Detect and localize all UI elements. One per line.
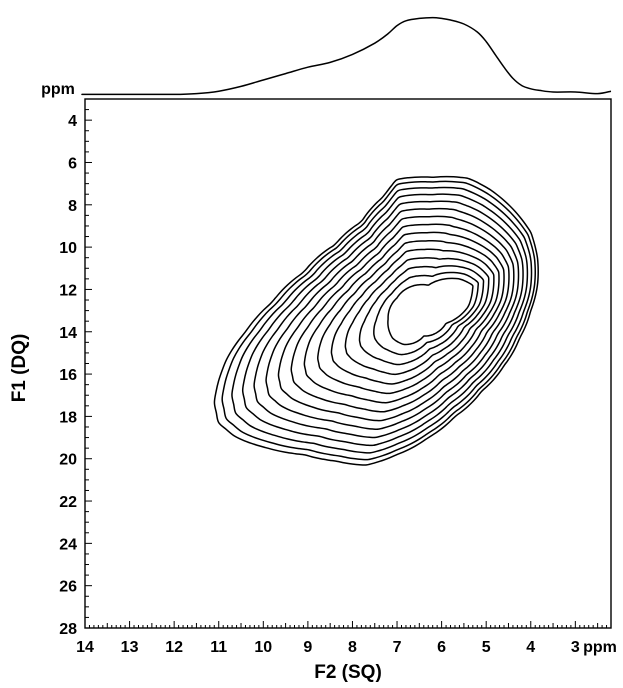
contour-level-13 — [358, 265, 485, 366]
y-tick-label: 12 — [59, 282, 77, 299]
x-tick-label: 8 — [348, 639, 357, 656]
contour-level-7 — [277, 215, 515, 422]
x-axis: ppm F2 (SQ) 14 13 12 11 10 9 8 7 6 5 4 3 — [76, 621, 617, 683]
y-tick-label: 18 — [59, 409, 77, 426]
x-tick-label: 13 — [121, 639, 139, 656]
y-tick-label: 16 — [59, 367, 77, 384]
y-tick-label: 14 — [59, 325, 77, 342]
x-tick-label: 14 — [76, 639, 94, 656]
y-tick-label: 22 — [59, 494, 77, 511]
plot-frame — [84, 98, 612, 629]
contour-level-8 — [290, 223, 510, 413]
projection-unit-label: ppm — [41, 81, 75, 98]
projection-spectrum: ppm — [41, 16, 612, 98]
y-tick-label: 4 — [68, 113, 77, 130]
contour-level-14 — [373, 271, 480, 356]
x-tick-label: 12 — [165, 639, 183, 656]
contour-level-6 — [265, 207, 520, 430]
x-tick-label: 4 — [526, 639, 535, 656]
y-tick-label: 6 — [68, 155, 77, 172]
x-axis-title: F2 (SQ) — [314, 662, 382, 683]
y-axis-title: F1 (DQ) — [9, 334, 30, 403]
y-tick-label: 20 — [59, 452, 77, 469]
x-tick-label: 9 — [303, 639, 312, 656]
x-tick-label: 10 — [254, 639, 272, 656]
y-axis: F1 (DQ) 4 6 8 10 12 14 16 18 20 22 24 26 28 — [9, 98, 92, 638]
y-tick-label: 26 — [59, 579, 77, 596]
x-tick-label: 6 — [437, 639, 446, 656]
contour-level-4 — [241, 193, 529, 447]
contour-level-9 — [303, 231, 505, 404]
x-tick-label: 7 — [393, 639, 402, 656]
contour-level-10 — [317, 239, 500, 395]
contour-level-2 — [221, 180, 537, 461]
y-tick-label: 10 — [59, 240, 77, 257]
contour-level-3 — [231, 186, 533, 454]
y-tick-label: 24 — [59, 536, 77, 553]
contour-plot-area — [84, 98, 612, 629]
y-tick-label: 28 — [59, 621, 77, 638]
x-tick-label: 3 — [571, 639, 580, 656]
contour-level-1 — [213, 175, 539, 466]
contour-level-15 — [387, 277, 474, 346]
projection-trace — [81, 16, 612, 96]
x-tick-label: 5 — [482, 639, 491, 656]
contour-level-5 — [253, 200, 524, 439]
contour-level-11 — [330, 248, 495, 385]
x-axis-unit-label: ppm — [583, 639, 617, 656]
x-tick-label: 11 — [210, 639, 227, 656]
contour-level-12 — [344, 257, 490, 376]
y-tick-label: 8 — [68, 198, 77, 215]
